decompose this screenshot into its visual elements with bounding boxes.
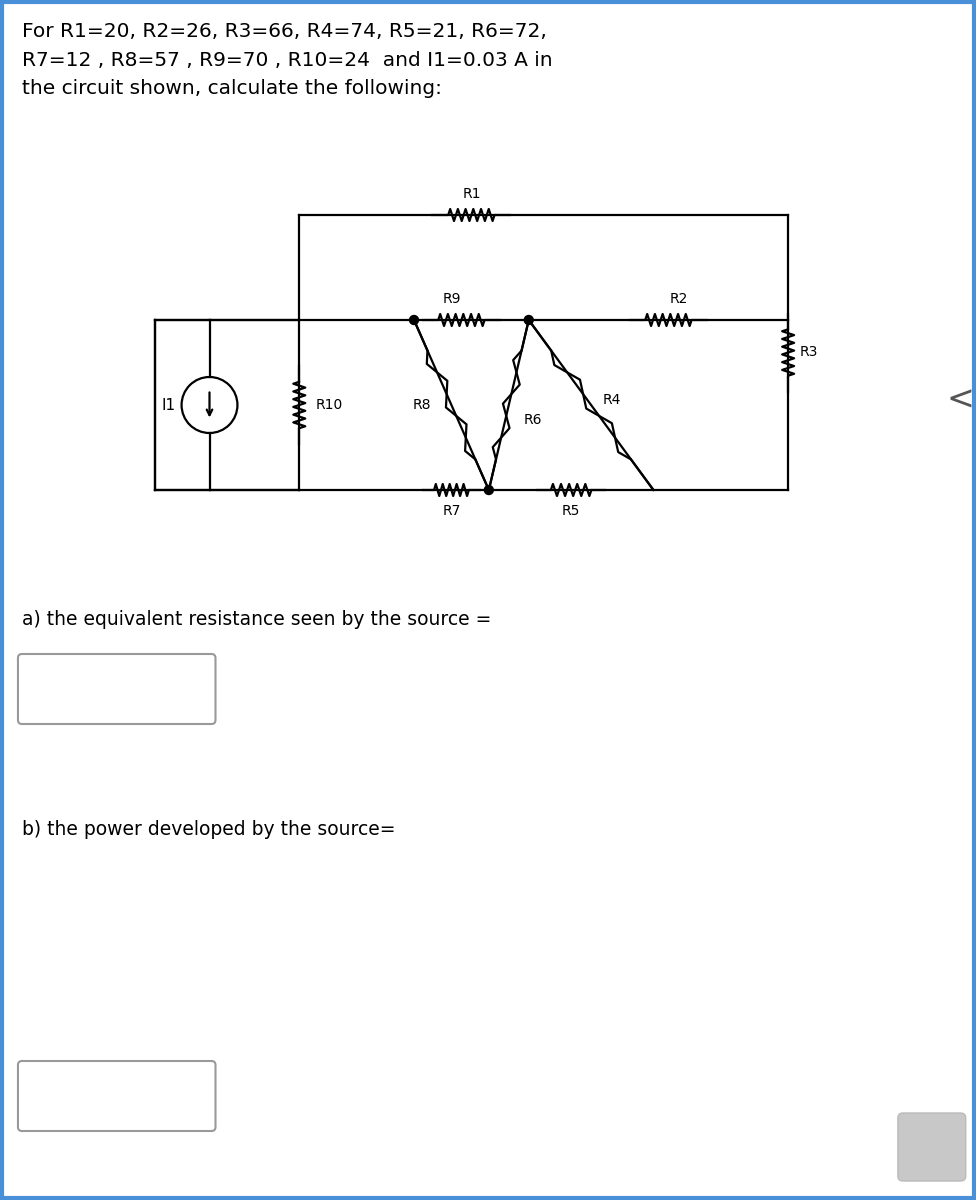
Text: ˄: ˄ [924,1135,937,1159]
Text: I1: I1 [161,397,176,413]
Text: a) the equivalent resistance seen by the source =: a) the equivalent resistance seen by the… [21,610,490,629]
Text: R4: R4 [603,392,620,407]
Circle shape [524,316,532,324]
Text: b) the power developed by the source=: b) the power developed by the source= [21,820,395,839]
Text: R2: R2 [668,292,687,306]
Circle shape [409,316,418,324]
Text: For R1=20, R2=26, R3=66, R4=74, R5=21, R6=72,
R7=12 , R8=57 , R9=70 , R10=24  an: For R1=20, R2=26, R3=66, R4=74, R5=21, R… [21,22,552,98]
Text: R3: R3 [799,346,818,360]
Text: R5: R5 [562,504,579,518]
Text: R6: R6 [524,413,541,427]
Text: R8: R8 [412,398,431,412]
FancyBboxPatch shape [897,1114,964,1181]
FancyBboxPatch shape [18,1061,215,1130]
Text: R1: R1 [462,187,480,200]
Text: R9: R9 [442,292,460,306]
Text: R10: R10 [315,398,342,412]
Circle shape [484,486,492,494]
Text: <: < [946,384,974,416]
Text: R7: R7 [442,504,460,518]
FancyBboxPatch shape [18,654,215,724]
